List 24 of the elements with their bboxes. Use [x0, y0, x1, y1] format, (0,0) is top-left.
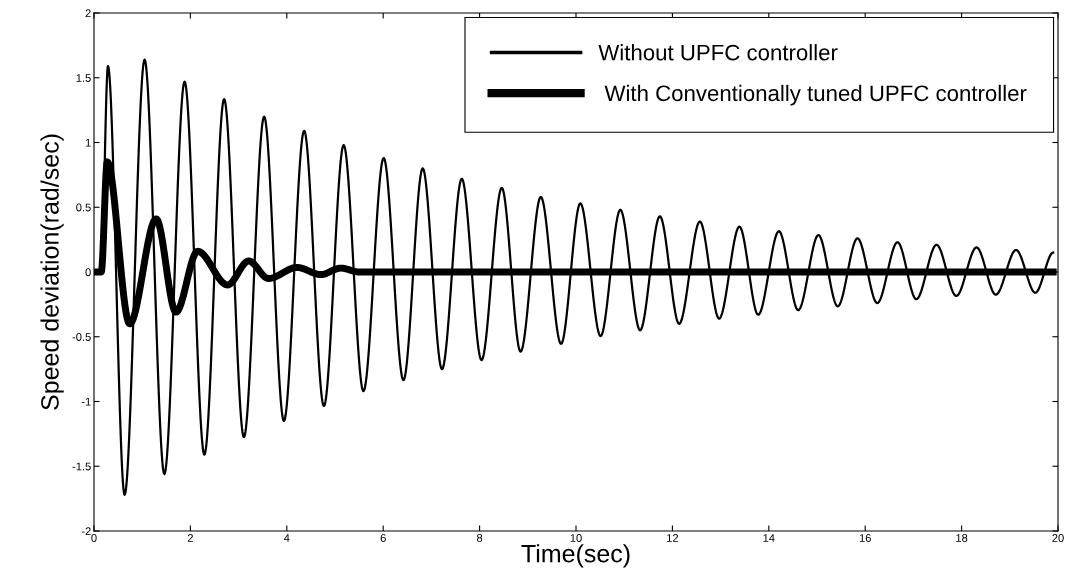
y-tick-label: -0.5 — [72, 333, 91, 341]
x-tick-label: 6 — [380, 534, 386, 542]
x-tick-label: 2 — [187, 534, 193, 542]
x-tick-label: 0 — [91, 534, 97, 542]
y-tick-label: 1.5 — [76, 74, 91, 82]
y-tick-label: 0.5 — [76, 203, 91, 212]
legend-label: With Conventionally tuned UPFC controller — [604, 84, 1027, 106]
y-tick-label: -1.5 — [72, 462, 91, 471]
x-tick-label: 4 — [283, 534, 290, 542]
y-axis-title: Speed deviation(rad/sec) — [40, 134, 64, 410]
y-tick-label: -1 — [81, 397, 91, 406]
y-tick-label: 2 — [85, 9, 91, 18]
x-tick-label: 12 — [667, 534, 679, 542]
x-axis-title: Time(sec) — [521, 544, 630, 568]
x-tick-label: 8 — [476, 534, 483, 542]
x-tick-label: 14 — [763, 534, 775, 542]
y-tick-label: 1 — [85, 138, 91, 147]
x-tick-label: 16 — [859, 534, 871, 542]
x-tick-label: 10 — [570, 534, 582, 542]
y-tick-label: -2 — [81, 527, 91, 536]
legend-label: Without UPFC controller — [598, 44, 838, 61]
y-tick-label: 0 — [85, 268, 91, 277]
x-tick-label: 20 — [1052, 534, 1064, 542]
x-tick-label: 18 — [956, 534, 968, 542]
